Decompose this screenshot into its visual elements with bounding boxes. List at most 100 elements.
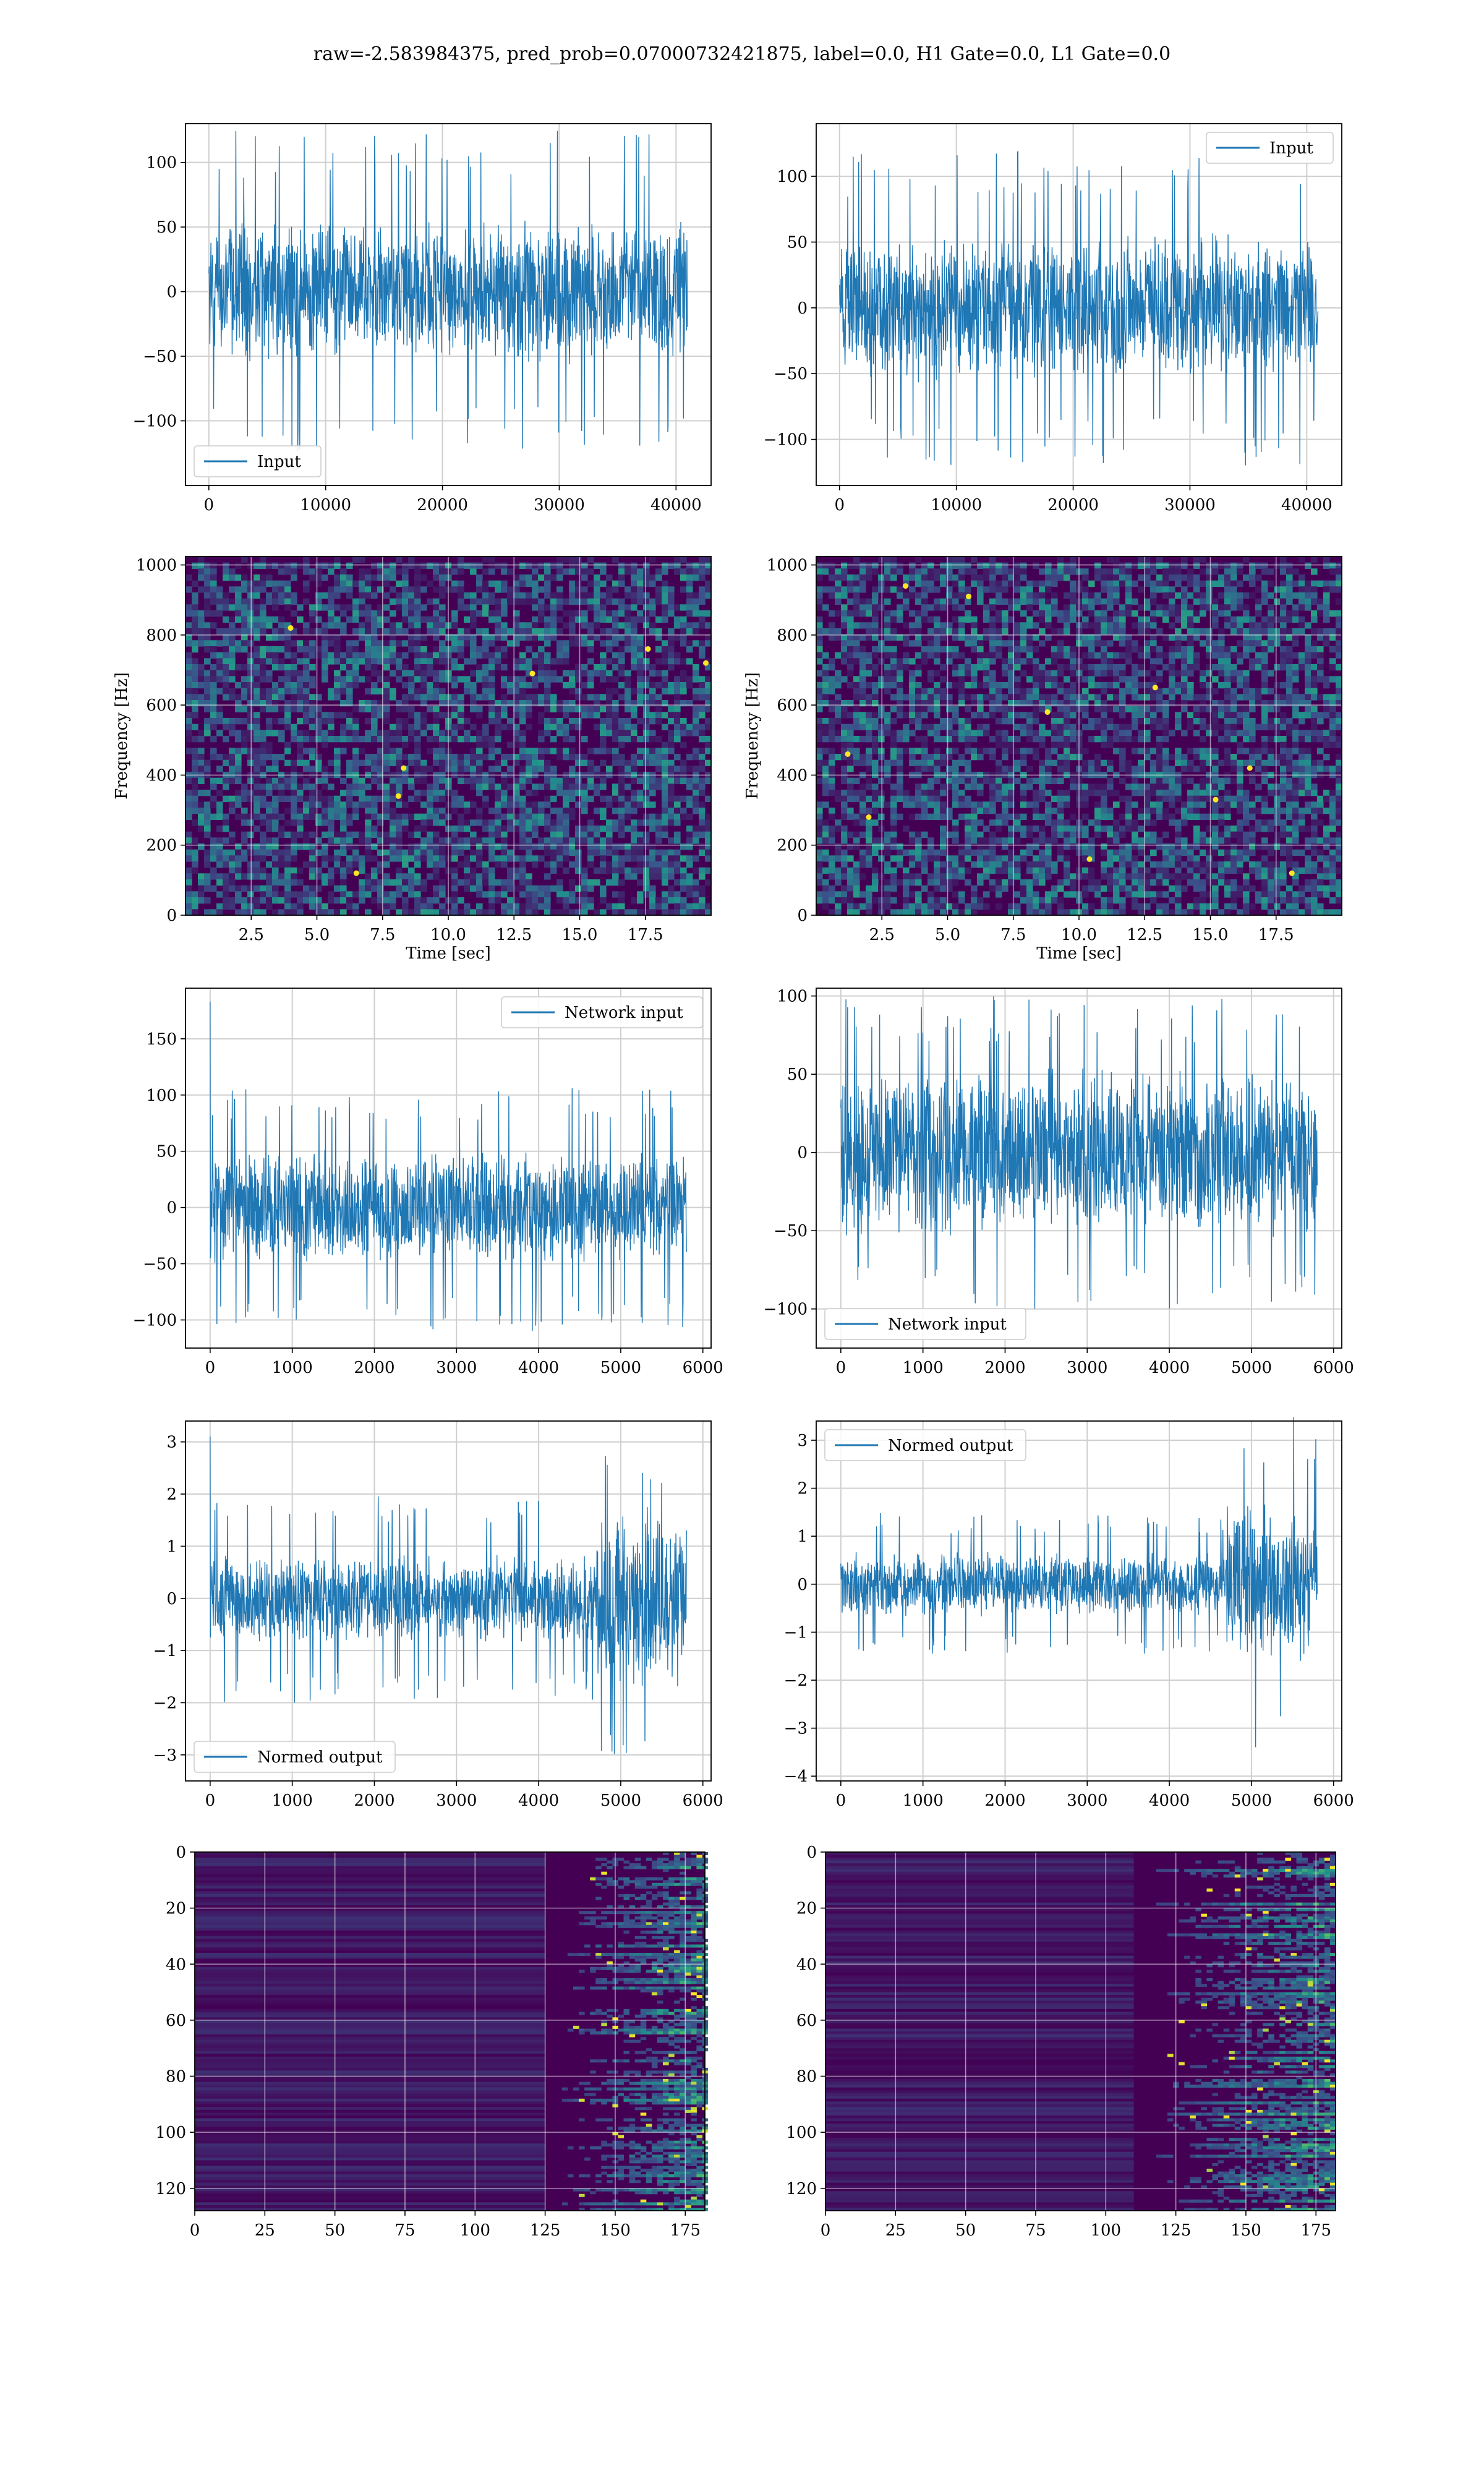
spectrogram-cell [649, 861, 656, 868]
spectrogram-cell [495, 843, 501, 850]
spectrogram-cell [414, 748, 421, 754]
spectrogram-cell [1119, 688, 1126, 694]
spectrogram-cell [433, 814, 440, 820]
spectrogram-cell [1169, 694, 1175, 700]
spectrogram-cell [482, 873, 489, 879]
spectrogram-cell [352, 801, 359, 808]
spectrogram-cell [618, 610, 625, 617]
spectrogram-cell [618, 574, 625, 581]
spectrogram-cell [878, 581, 885, 587]
spectrogram-cell [210, 610, 217, 617]
spectrogram-cell [655, 814, 662, 820]
spectrogram-cell [451, 664, 458, 670]
spectrogram-cell [686, 861, 693, 868]
spectrogram-cell [383, 730, 390, 736]
spectrogram-cell [1298, 664, 1305, 670]
spectrogram-cell [315, 754, 322, 760]
spectrogram-cell [309, 814, 316, 820]
spectrogram-cell [186, 778, 192, 784]
spectrogram-cell [1280, 586, 1287, 592]
spectrogram-cell [507, 766, 514, 772]
spectrogram-cell [192, 682, 198, 688]
spectrogram-cell [223, 861, 229, 868]
spectrogram-cell [563, 808, 569, 814]
x-tick-label: 30000 [534, 496, 585, 514]
spectrogram-cell [977, 592, 984, 599]
spectrogram-cell [1113, 563, 1120, 569]
spectrogram-cell [1224, 688, 1231, 694]
spectrogram-cell [643, 843, 650, 850]
spectrogram-cell [581, 574, 588, 581]
spectrogram-cell [229, 676, 236, 682]
spectrogram-cell [278, 826, 285, 832]
spectrogram-cell [1039, 604, 1046, 610]
spectrogram-cell [996, 581, 1002, 587]
spectrogram-cell [383, 760, 390, 766]
spectrogram-cell [1181, 599, 1188, 605]
spectrogram-cell [983, 574, 990, 581]
spectrogram-cell [241, 730, 248, 736]
spectrogram-cell [482, 682, 489, 688]
spectrogram-cell [352, 783, 359, 790]
spectrogram-cell [927, 688, 934, 694]
spectrogram-cell [662, 658, 668, 664]
spectrogram-cell [1175, 592, 1182, 599]
spectrogram-cell [519, 718, 526, 724]
spectrogram-cell [1082, 640, 1089, 646]
spectrogram-cell [254, 736, 260, 742]
spectrogram-cell [965, 682, 971, 688]
spectrogram-cell [383, 574, 390, 581]
spectrogram-cell [668, 592, 675, 599]
spectrogram-cell [958, 694, 965, 700]
spectrogram-cell [890, 670, 897, 677]
spectrogram-cell [921, 586, 928, 592]
spectrogram-cell [291, 873, 297, 879]
spectrogram-cell [847, 664, 854, 670]
spectrogram-cell [198, 568, 205, 574]
spectrogram-cell [291, 808, 297, 814]
spectrogram-cell [260, 688, 267, 694]
spectrogram-cell [674, 808, 681, 814]
spectrogram-cell [556, 599, 563, 605]
spectrogram-cell [1156, 604, 1163, 610]
spectrogram-cell [693, 604, 699, 610]
spectrogram-cell [1082, 599, 1089, 605]
spectrogram-cell [284, 706, 291, 712]
spectrogram-cell [272, 897, 279, 903]
spectrogram-cell [866, 664, 872, 670]
spectrogram-cell [235, 873, 242, 879]
spectrogram-cell [291, 796, 297, 802]
spectrogram-cell [322, 808, 328, 814]
spectrogram-cell [420, 766, 427, 772]
spectrogram-cell [686, 801, 693, 808]
spectrogram-cell [210, 670, 217, 677]
spectrogram-cell [649, 790, 656, 796]
spectrogram-cell [934, 682, 940, 688]
spectrogram-cell [532, 766, 539, 772]
spectrogram-cell [365, 873, 372, 879]
spectrogram-cell [649, 783, 656, 790]
spectrogram-cell [1169, 592, 1175, 599]
spectrogram-cell [315, 730, 322, 736]
spectrogram-cell [1311, 617, 1318, 623]
spectrogram-cell [1218, 670, 1225, 677]
spectrogram-cell [538, 712, 545, 718]
spectrogram-cell [198, 610, 205, 617]
spectrogram-cell [322, 801, 328, 808]
spectrogram-cell [488, 736, 495, 742]
spectrogram-cell [544, 658, 551, 664]
spectrogram-cell [229, 658, 236, 664]
spectrogram-cell [532, 819, 539, 826]
spectrogram-cell [668, 628, 675, 634]
spectrogram-cell [532, 808, 539, 814]
spectrogram-cell [396, 843, 403, 850]
spectrogram-cell [581, 622, 588, 628]
spectrogram-cell [532, 652, 539, 659]
spectrogram-cell [618, 843, 625, 850]
spectrogram-cell [1051, 676, 1058, 682]
spectrogram-cell [662, 808, 668, 814]
spectrogram-cell [890, 676, 897, 682]
spectrogram-cell [216, 706, 223, 712]
spectrogram-cell [303, 891, 310, 897]
